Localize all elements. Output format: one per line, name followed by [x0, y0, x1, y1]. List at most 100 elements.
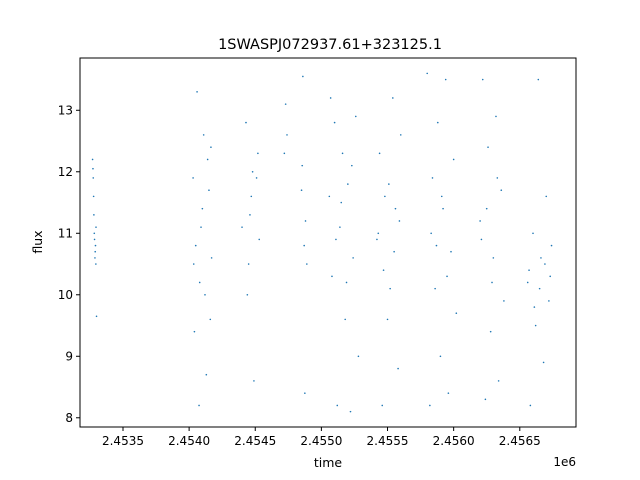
- data-point: [542, 361, 545, 364]
- data-point: [336, 404, 339, 407]
- data-point: [545, 195, 548, 198]
- data-point: [394, 207, 397, 210]
- data-point: [382, 269, 385, 271]
- data-point: [253, 380, 255, 382]
- data-point: [251, 170, 254, 173]
- y-tick-label: 9: [65, 349, 73, 363]
- data-point: [533, 306, 536, 308]
- data-point: [206, 158, 209, 161]
- data-point: [548, 300, 550, 302]
- data-point: [485, 207, 488, 210]
- data-point: [286, 134, 288, 136]
- data-point: [257, 152, 259, 155]
- data-point: [200, 226, 202, 228]
- data-point: [528, 269, 530, 271]
- data-point: [430, 232, 432, 235]
- data-point: [479, 220, 481, 222]
- data-point: [484, 398, 487, 401]
- data-point: [347, 183, 349, 185]
- data-point: [489, 330, 492, 333]
- data-point: [349, 410, 352, 413]
- data-point: [544, 263, 546, 265]
- data-point: [444, 78, 447, 81]
- data-point: [205, 373, 208, 376]
- data-point: [245, 121, 247, 124]
- data-point: [204, 293, 206, 296]
- data-point: [333, 121, 336, 124]
- data-point: [429, 404, 431, 407]
- data-point: [246, 293, 249, 296]
- data-point: [549, 275, 552, 278]
- x-tick-label: 2.4545: [234, 434, 276, 448]
- data-point: [495, 115, 497, 118]
- data-point: [436, 121, 439, 124]
- data-point: [328, 195, 331, 198]
- data-point: [95, 226, 97, 228]
- data-point: [500, 189, 503, 192]
- data-point: [304, 392, 306, 394]
- data-point: [397, 367, 399, 370]
- data-point: [398, 220, 401, 222]
- data-point: [388, 183, 390, 185]
- data-point: [247, 263, 250, 265]
- data-point: [352, 257, 354, 259]
- data-point: [537, 78, 540, 81]
- data-point: [95, 315, 98, 318]
- data-point: [345, 281, 348, 284]
- data-point: [303, 244, 305, 247]
- x-tick-label: 2.4565: [499, 434, 541, 448]
- data-point: [210, 257, 213, 259]
- data-point: [393, 250, 395, 253]
- data-point: [91, 158, 94, 161]
- data-point: [341, 152, 344, 155]
- data-point: [426, 72, 429, 75]
- data-point: [304, 220, 307, 222]
- data-point: [92, 177, 95, 179]
- data-point: [446, 275, 448, 278]
- data-point: [241, 226, 243, 228]
- data-point: [208, 189, 210, 192]
- data-point: [497, 380, 500, 382]
- data-point: [442, 207, 444, 210]
- data-point: [196, 91, 198, 93]
- data-point: [93, 238, 96, 241]
- data-point: [354, 115, 357, 118]
- points-layer: [91, 72, 553, 413]
- data-point: [447, 392, 450, 394]
- data-point: [491, 281, 493, 284]
- data-point: [392, 97, 394, 99]
- data-point: [95, 263, 97, 265]
- data-point: [249, 214, 251, 216]
- data-point: [496, 177, 499, 179]
- data-point: [503, 300, 505, 302]
- data-point: [529, 404, 532, 407]
- data-point: [384, 195, 386, 198]
- data-point: [487, 146, 489, 148]
- data-point: [538, 287, 541, 290]
- y-tick-label: 8: [65, 411, 73, 425]
- data-point: [198, 281, 201, 284]
- data-point: [455, 312, 458, 315]
- data-point: [377, 232, 380, 235]
- data-point: [389, 287, 391, 290]
- data-point: [193, 330, 196, 333]
- y-axis-ticks: 8 9 10 11 12 13: [58, 103, 80, 425]
- data-point: [378, 152, 381, 155]
- data-point: [94, 250, 97, 253]
- data-point: [329, 97, 332, 99]
- data-point: [550, 244, 553, 247]
- data-point: [302, 75, 304, 78]
- data-point: [93, 232, 96, 235]
- data-point: [435, 244, 438, 247]
- data-point: [192, 263, 195, 265]
- data-point: [258, 238, 261, 241]
- data-point: [434, 287, 436, 290]
- data-point: [540, 257, 542, 259]
- data-point: [306, 263, 308, 265]
- data-point: [357, 355, 360, 358]
- data-point: [399, 134, 402, 136]
- y-tick-label: 13: [58, 103, 73, 117]
- data-point: [192, 177, 194, 179]
- data-point: [480, 238, 483, 241]
